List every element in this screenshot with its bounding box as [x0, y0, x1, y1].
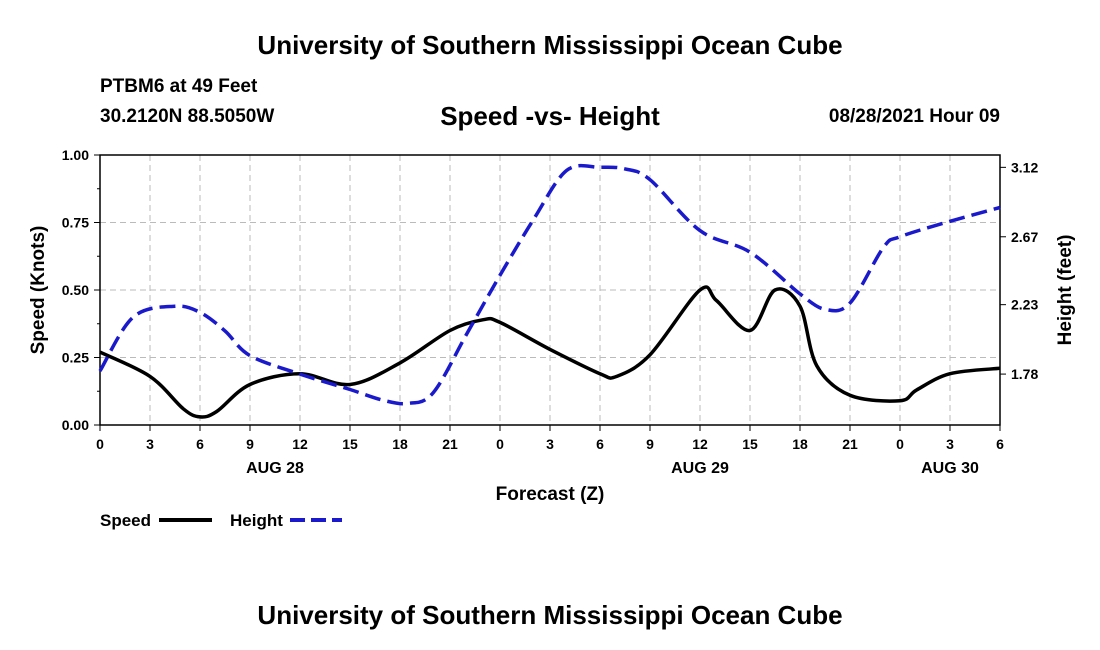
y-tick-label: 1.00	[62, 147, 89, 163]
x-tick-label: 6	[196, 436, 204, 452]
x-tick-label: 9	[246, 436, 254, 452]
x-tick-label: 3	[946, 436, 954, 452]
x-tick-label: 3	[146, 436, 154, 452]
footer-title: University of Southern Mississippi Ocean…	[257, 600, 843, 630]
ticks-layer: 0 3 6 9 12 15 18 21 0 3 6 9 12 15 18 21 0 3 6 0.00 0.25 0.50 0…	[62, 147, 1039, 477]
x-tick-label: 3	[546, 436, 554, 452]
y-axis-label: Speed (Knots)	[28, 226, 49, 355]
day-label: AUG 28	[246, 460, 304, 477]
y-tick-label: 0.50	[62, 282, 89, 298]
datetime-label: 08/28/2021 Hour 09	[828, 106, 1000, 127]
x-tick-label: 6	[996, 436, 1004, 452]
chart-subtitle: Speed -vs- Height	[440, 101, 660, 131]
legend-height-label: Height	[230, 511, 283, 530]
x-tick-label: 0	[896, 436, 904, 452]
x-tick-label: 18	[392, 436, 408, 452]
series-layer	[98, 163, 1001, 419]
x-tick-label: 15	[742, 436, 758, 452]
page-title: University of Southern Mississippi Ocean…	[257, 30, 843, 60]
y2-tick-label: 1.78	[1011, 366, 1038, 382]
grid-layer	[100, 155, 1000, 425]
y2-tick-label: 2.23	[1011, 297, 1038, 313]
x-tick-label: 9	[646, 436, 654, 452]
y-tick-label: 0.75	[62, 215, 89, 231]
station-label: PTBM6 at 49 Feet	[100, 76, 258, 97]
coordinates-label: 30.2120N 88.5050W	[100, 106, 275, 127]
day-label: AUG 29	[671, 460, 729, 477]
y-tick-label: 0.00	[62, 417, 89, 433]
y2-axis-label: Height (feet)	[1055, 235, 1076, 346]
x-tick-label: 6	[596, 436, 604, 452]
x-tick-label: 0	[96, 436, 104, 452]
x-tick-label: 21	[442, 436, 458, 452]
height-series-line	[98, 163, 1001, 406]
y2-tick-label: 3.12	[1011, 159, 1038, 175]
legend: Speed Height	[100, 511, 342, 530]
x-tick-label: 21	[842, 436, 858, 452]
day-label: AUG 30	[921, 460, 979, 477]
x-tick-label: 12	[292, 436, 308, 452]
x-axis-label: Forecast (Z)	[496, 484, 605, 505]
y2-tick-label: 2.67	[1011, 229, 1038, 245]
y-tick-label: 0.25	[62, 350, 89, 366]
legend-speed-label: Speed	[100, 511, 151, 530]
x-tick-label: 18	[792, 436, 808, 452]
speed-series-line	[99, 285, 1001, 419]
x-tick-label: 0	[496, 436, 504, 452]
x-tick-label: 12	[692, 436, 708, 452]
x-tick-label: 15	[342, 436, 358, 452]
